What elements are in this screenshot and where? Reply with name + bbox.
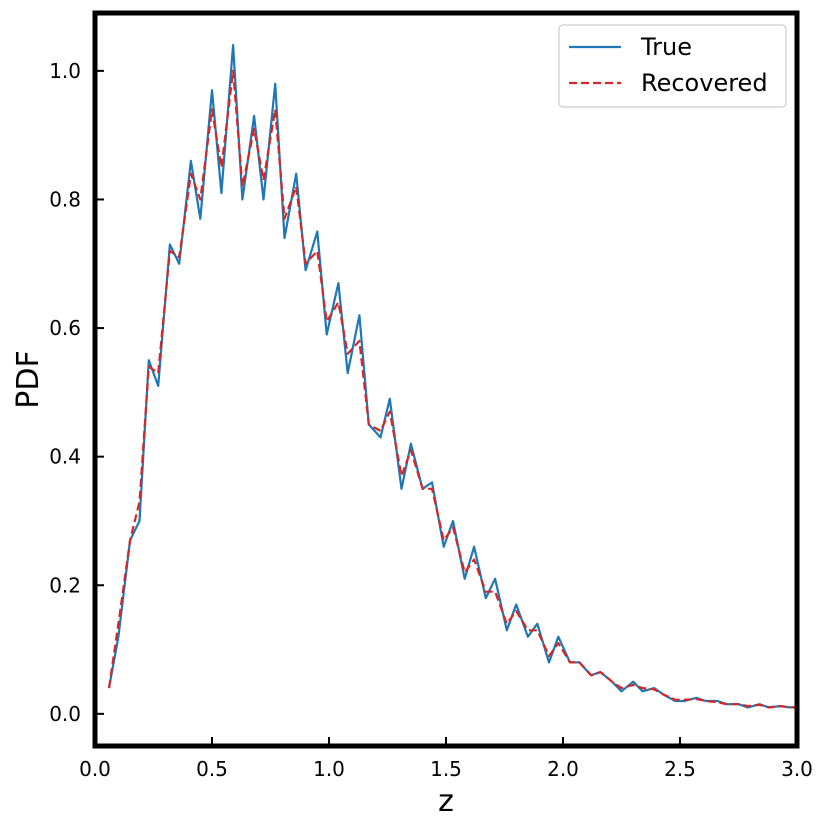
- series-line-true: [107, 43, 797, 709]
- legend-label-true: True: [640, 33, 692, 61]
- y-tick-label: 0.8: [49, 187, 81, 211]
- x-tick-label: 0.0: [79, 757, 111, 781]
- legend-box: [558, 24, 787, 108]
- y-tick-label: 0.4: [49, 445, 81, 469]
- x-tick-label: 2.0: [547, 757, 579, 781]
- x-tick-label: 3.0: [781, 757, 813, 781]
- y-tick-label: 0.2: [49, 573, 81, 597]
- y-axis-label: PDF: [11, 350, 46, 408]
- x-tick-label: 1.5: [430, 757, 462, 781]
- x-axis-label: z: [438, 784, 454, 819]
- x-tick-label: 2.5: [664, 757, 696, 781]
- x-tick-label: 1.0: [313, 757, 345, 781]
- y-tick-label: 1.0: [49, 59, 81, 83]
- x-tick-label: 0.5: [196, 757, 228, 781]
- y-tick-label: 0.0: [49, 702, 81, 726]
- series-line-recovered: [107, 69, 797, 709]
- ticks-group: 0.0 0.5 1.0 1.5 2.0 2.5 3.0 0.0 0.2 0.4 0.6 0.8 1.0: [49, 59, 813, 781]
- series-group: [107, 43, 797, 709]
- legend-label-recovered: Recovered: [641, 69, 768, 97]
- legend: True Recovered: [558, 24, 787, 108]
- y-tick-label: 0.6: [49, 316, 81, 340]
